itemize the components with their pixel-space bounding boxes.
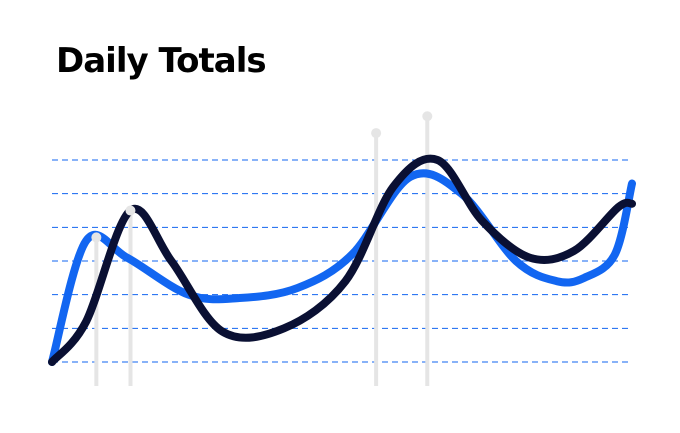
series-line-1 (48, 169, 636, 366)
highlight-markers (91, 111, 433, 243)
series-lines (48, 154, 636, 366)
highlight-marker (422, 111, 433, 122)
highlight-marker (125, 205, 136, 216)
chart-title: Daily Totals (56, 41, 267, 81)
highlight-marker (91, 232, 102, 243)
drop-lines (94, 116, 430, 386)
highlight-marker (371, 128, 382, 139)
